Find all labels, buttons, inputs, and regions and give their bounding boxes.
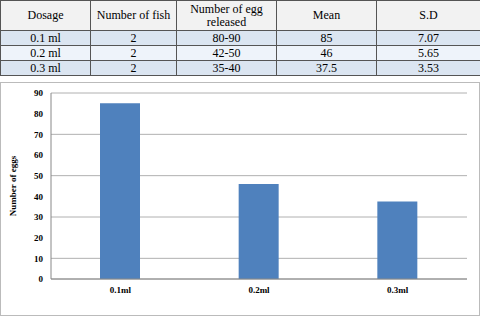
html-text:5.65: 5.65	[418, 45, 439, 60]
html-text:37.5: 37.5	[316, 60, 337, 75]
html-text:S.D: S.D	[419, 8, 438, 22]
svg-text:90: 90	[34, 88, 44, 98]
html-text:Mean: Mean	[312, 8, 341, 22]
html-text:46: 46	[320, 45, 333, 60]
svg-text:Number of eggs: Number of eggs	[8, 155, 18, 216]
html-text:3.53: 3.53	[418, 60, 439, 75]
html-text:0.3 ml: 0.3 ml	[30, 60, 61, 75]
html-text:7.07: 7.07	[418, 30, 439, 45]
svg-text:30: 30	[34, 212, 44, 222]
svg-text:20: 20	[34, 233, 44, 243]
svg-text:0: 0	[39, 274, 44, 284]
html-text:2: 2	[130, 45, 137, 60]
svg-text:0.3ml: 0.3ml	[387, 285, 409, 295]
html-text:0.2 ml: 0.2 ml	[30, 45, 61, 60]
html-text:Dosage: Dosage	[27, 8, 64, 22]
html-text:42-50: 42-50	[212, 45, 241, 60]
html-text:35-40: 35-40	[212, 60, 241, 75]
svg-text:60: 60	[34, 150, 44, 160]
html-text:80-90: 80-90	[212, 30, 241, 45]
html-text:2: 2	[130, 60, 137, 75]
svg-text:50: 50	[34, 171, 44, 181]
svg-text:70: 70	[34, 130, 44, 140]
html-text:Number of egg released: Number of egg released	[190, 1, 263, 29]
svg-text:10: 10	[34, 254, 44, 264]
html-text:Number of fish: Number of fish	[96, 8, 171, 22]
html-text:85: 85	[320, 30, 333, 45]
svg-text:0.1ml: 0.1ml	[110, 285, 132, 295]
svg-text:0.2ml: 0.2ml	[248, 285, 270, 295]
html-text:0.1 ml: 0.1 ml	[30, 30, 61, 45]
svg-text:80: 80	[34, 109, 44, 119]
html-text:2: 2	[130, 30, 137, 45]
svg-text:40: 40	[34, 192, 44, 202]
